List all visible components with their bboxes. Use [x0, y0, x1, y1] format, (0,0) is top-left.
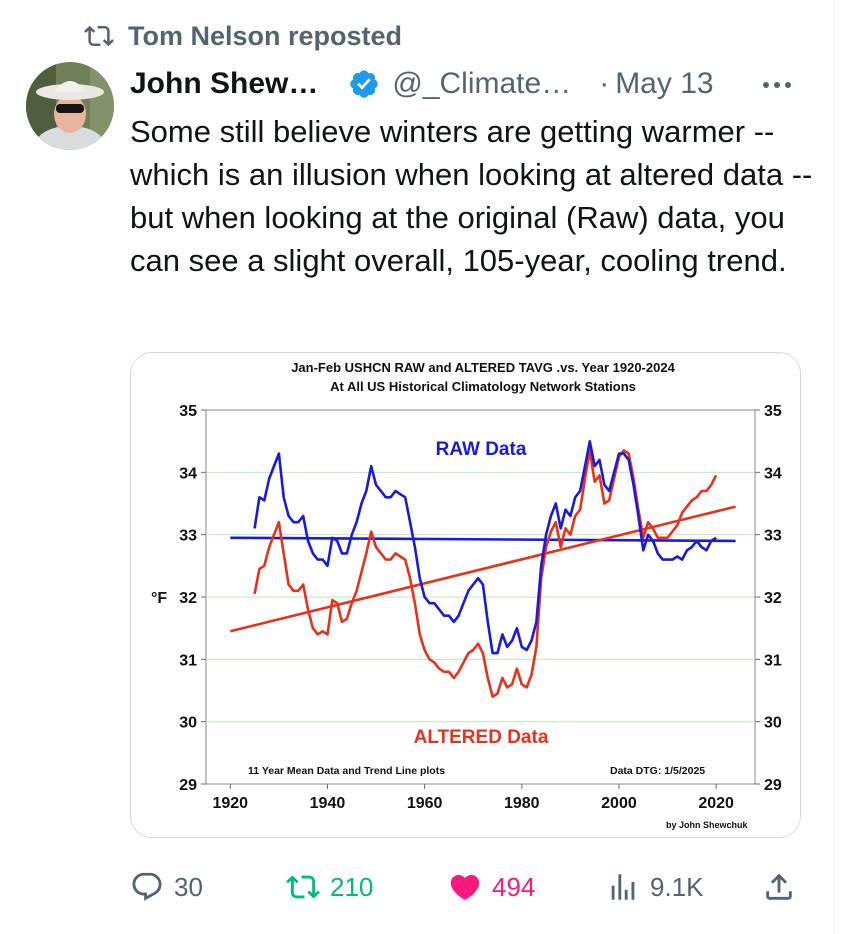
chart-credit: by John Shewchuk [666, 820, 749, 830]
tweet-header: John Shew… @_Climate… · May 13 [130, 62, 714, 106]
x-tick-label: 1980 [504, 795, 540, 812]
heart-icon [450, 874, 480, 900]
repost-action-icon [286, 875, 320, 899]
tweet-actions: 30 210 494 9.1K [130, 864, 810, 910]
y-tick-label-left: 33 [179, 528, 197, 545]
footnote-left: 11 Year Mean Data and Trend Line plots [248, 765, 445, 777]
header-separator: · [599, 67, 610, 100]
chart-grid [206, 471, 755, 723]
y-tick-label-left: 30 [179, 715, 197, 732]
author-name[interactable]: John Shew… [130, 67, 319, 100]
raw-data-line [253, 439, 717, 655]
reply-count: 30 [174, 871, 203, 902]
y-tick-label-right: 35 [764, 403, 782, 420]
chart-ticks: 29 29 30 30 31 31 32 32 33 33 34 34 35 35 1920 1940 1960… [179, 403, 782, 812]
verified-badge-icon[interactable] [348, 68, 380, 100]
views-count: 9.1K [650, 871, 704, 902]
repost-count: 210 [330, 871, 374, 902]
x-tick-label: 2000 [601, 795, 637, 812]
raw-data-label: RAW Data [436, 439, 527, 460]
reply-button[interactable]: 30 [130, 864, 203, 910]
x-tick-label: 1960 [407, 795, 443, 812]
y-axis-label: °F [151, 590, 167, 607]
tweet-media-chart[interactable]: Jan-Feb USHCN RAW and ALTERED TAVG .vs. … [130, 352, 801, 838]
repost-icon [84, 25, 114, 47]
repost-button[interactable]: 210 [286, 864, 373, 910]
like-button[interactable]: 494 [448, 864, 535, 910]
tweet-date[interactable]: May 13 [615, 67, 714, 100]
x-tick-label: 1920 [212, 795, 248, 812]
avatar[interactable] [26, 62, 114, 150]
like-count: 494 [492, 871, 536, 902]
chart-title: Jan-Feb USHCN RAW and ALTERED TAVG .vs. … [291, 360, 675, 375]
reply-icon [132, 872, 162, 901]
y-tick-label-right: 33 [764, 528, 782, 545]
altered-data-label: ALTERED Data [414, 727, 549, 748]
author-handle[interactable]: @_Climate… [392, 67, 572, 100]
views-bar-chart-icon [611, 874, 635, 900]
y-tick-label-left: 32 [179, 590, 197, 607]
x-tick-label: 2020 [698, 795, 734, 812]
y-tick-label-left: 31 [179, 652, 197, 669]
y-tick-label-left: 35 [179, 403, 197, 420]
y-tick-label-right: 34 [764, 465, 782, 482]
chart-series [229, 439, 736, 698]
footnote-right: Data DTG: 1/5/2025 [610, 765, 705, 777]
repost-text: Tom Nelson reposted [128, 20, 403, 51]
y-tick-label-right: 30 [764, 715, 782, 732]
y-tick-label-right: 32 [764, 590, 782, 607]
y-tick-label-left: 34 [179, 465, 197, 482]
share-button[interactable] [762, 864, 796, 910]
chart-svg: Jan-Feb USHCN RAW and ALTERED TAVG .vs. … [131, 353, 800, 837]
share-icon [766, 873, 792, 900]
tweet-text: Some still believe winters are getting w… [130, 114, 813, 278]
x-tick-label: 1940 [310, 795, 346, 812]
views-button[interactable]: 9.1K [606, 864, 704, 910]
more-options-icon[interactable] [760, 70, 794, 100]
y-tick-label-left: 29 [179, 777, 197, 794]
chart-subtitle: At All US Historical Climatology Network… [330, 379, 636, 394]
y-tick-label-right: 29 [764, 777, 782, 794]
y-tick-label-right: 31 [764, 652, 782, 669]
repost-context[interactable]: Tom Nelson reposted [84, 18, 402, 54]
timeline-divider [834, 0, 835, 934]
